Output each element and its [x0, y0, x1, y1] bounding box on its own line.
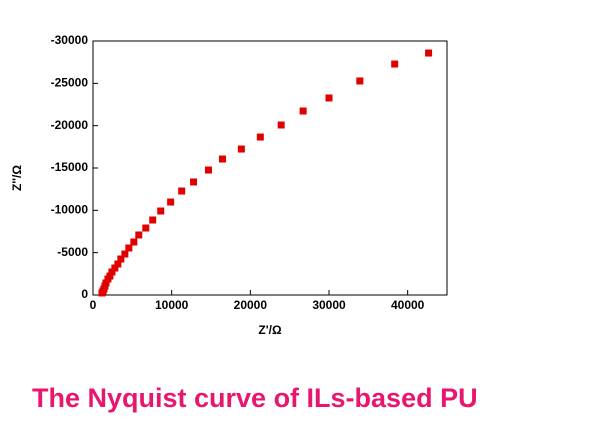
data-point — [142, 224, 150, 232]
data-point — [204, 166, 212, 174]
x-axis-label: Z'/Ω — [258, 323, 282, 337]
x-tick-label: 10000 — [155, 298, 189, 312]
data-point — [108, 268, 116, 276]
x-tick-label: 40000 — [391, 298, 425, 312]
data-point — [104, 275, 112, 283]
data-point — [391, 60, 399, 68]
data-point — [125, 244, 133, 252]
x-tick-label: 0 — [90, 298, 97, 312]
caption-title: The Nyquist curve of ILs-based PU — [32, 383, 478, 413]
x-tick-label: 30000 — [312, 298, 346, 312]
data-point — [157, 207, 165, 215]
data-point — [135, 231, 143, 239]
y-tick-label: -10000 — [51, 203, 89, 217]
y-tick-label: -30000 — [51, 33, 89, 47]
data-point — [325, 94, 333, 102]
data-point — [167, 198, 175, 206]
data-point — [117, 255, 125, 263]
data-point — [277, 121, 285, 129]
data-point — [356, 77, 364, 85]
data-point — [130, 238, 138, 246]
data-point — [111, 264, 119, 272]
y-tick-label: -25000 — [51, 76, 89, 90]
data-point — [237, 145, 245, 153]
y-axis-label: Z''/Ω — [10, 165, 24, 191]
data-point — [114, 260, 122, 268]
data-point — [149, 216, 157, 224]
data-point — [256, 133, 264, 141]
data-point — [218, 155, 226, 163]
plot-frame — [92, 40, 448, 296]
data-point — [190, 178, 198, 186]
data-point — [178, 187, 186, 195]
y-tick-label: 0 — [81, 287, 88, 301]
x-tick-label: 20000 — [234, 298, 268, 312]
data-point — [98, 289, 106, 297]
y-tick-label: -15000 — [51, 160, 89, 174]
data-point — [299, 107, 307, 115]
y-tick-label: -5000 — [57, 245, 88, 259]
data-point — [425, 49, 433, 57]
y-tick-label: -20000 — [51, 118, 89, 132]
data-point — [121, 250, 129, 258]
